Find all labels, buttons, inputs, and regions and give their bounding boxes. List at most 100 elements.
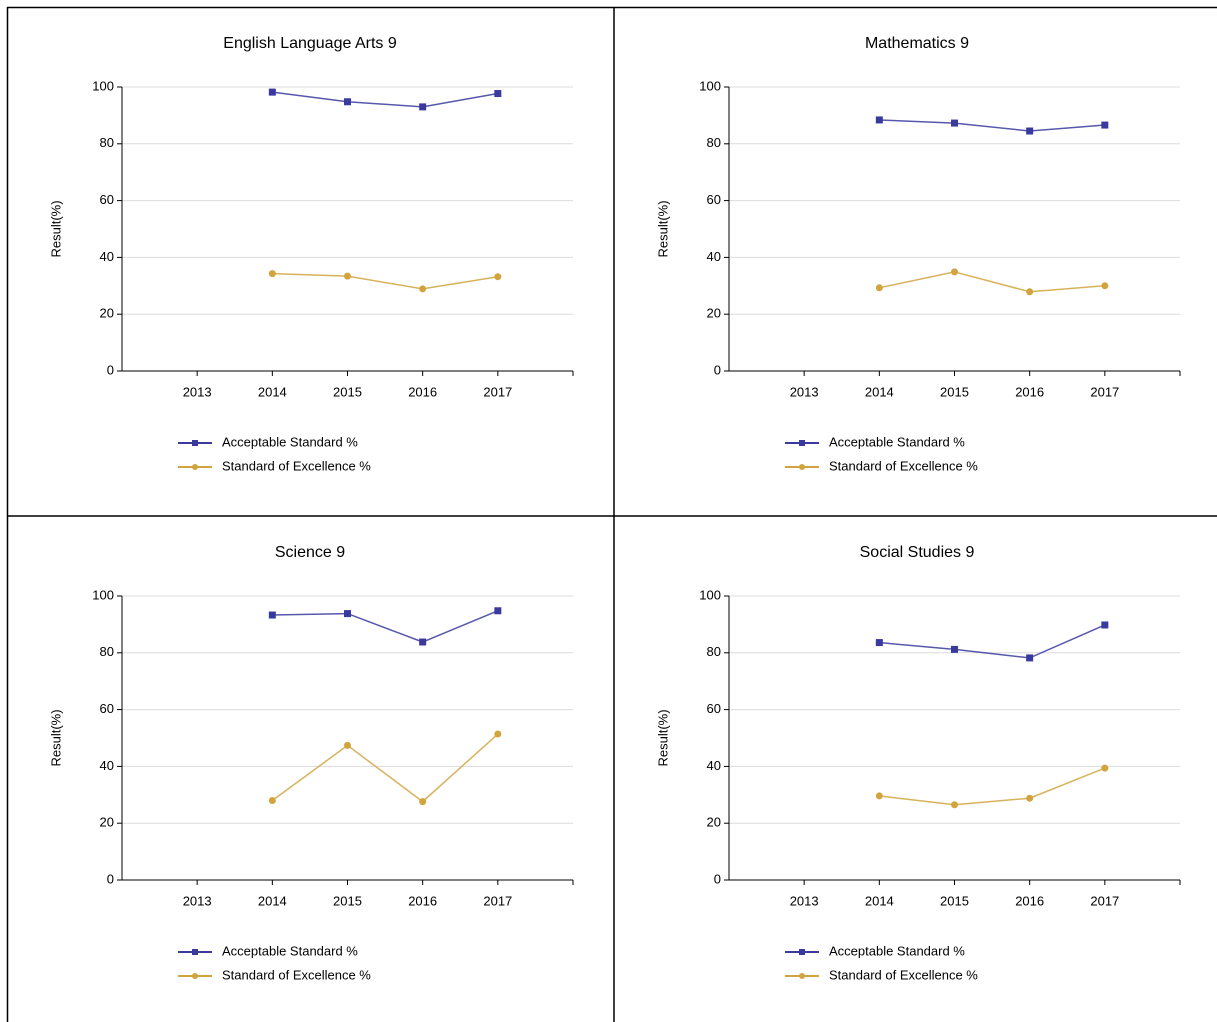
legend-label: Standard of Excellence %: [222, 967, 371, 982]
x-tick-label: 2014: [865, 893, 894, 908]
legend-marker: [799, 464, 805, 470]
data-point: [268, 611, 276, 619]
x-tick-label: 2013: [183, 384, 212, 399]
y-tick-label: 20: [100, 306, 114, 321]
x-tick-label: 2016: [1015, 893, 1044, 908]
y-tick-label: 80: [707, 644, 721, 659]
x-tick-label: 2016: [1015, 384, 1044, 399]
legend-label: Acceptable Standard %: [829, 434, 965, 449]
series-line: [879, 624, 1106, 659]
x-tick-label: 2015: [333, 384, 362, 399]
legend-marker: [799, 973, 805, 979]
data-point: [419, 638, 427, 646]
y-tick-label: 20: [707, 306, 721, 321]
legend-marker: [192, 464, 198, 470]
series-line: [879, 271, 1105, 293]
y-tick-label: 40: [707, 758, 721, 773]
data-point: [875, 284, 883, 292]
legend-label: Standard of Excellence %: [829, 967, 978, 982]
y-axis-label: Result(%): [48, 200, 63, 257]
legend-label: Acceptable Standard %: [222, 943, 358, 958]
y-tick-label: 0: [107, 871, 114, 886]
data-point: [1101, 282, 1109, 290]
data-point: [1026, 794, 1034, 802]
data-point: [344, 98, 351, 106]
y-tick-label: 0: [714, 871, 721, 886]
data-point: [419, 103, 427, 111]
y-tick-label: 40: [707, 249, 721, 264]
x-tick-label: 2014: [865, 384, 894, 399]
legend-marker: [192, 949, 198, 955]
y-tick-label: 80: [100, 135, 114, 150]
data-point: [344, 610, 351, 618]
y-axis-label: Result(%): [655, 200, 670, 257]
legend-label: Standard of Excellence %: [222, 458, 371, 473]
legend-label: Acceptable Standard %: [829, 943, 965, 958]
data-point: [268, 270, 276, 278]
y-tick-label: 100: [699, 587, 721, 602]
x-tick-label: 2013: [790, 384, 819, 399]
series-line: [271, 733, 499, 803]
data-point: [494, 90, 502, 98]
x-tick-label: 2016: [408, 893, 437, 908]
data-point: [1026, 654, 1034, 662]
data-point: [344, 741, 351, 749]
x-tick-label: 2015: [940, 893, 969, 908]
data-point: [419, 285, 427, 293]
y-tick-label: 80: [707, 135, 721, 150]
legend-marker: [799, 440, 805, 446]
series-line: [879, 119, 1105, 132]
data-point: [344, 272, 351, 280]
legend-marker: [192, 440, 198, 446]
y-axis-label: Result(%): [48, 709, 63, 766]
series-line: [272, 272, 498, 290]
x-tick-label: 2015: [333, 893, 362, 908]
chart-title: Social Studies 9: [860, 544, 975, 561]
chart-title: English Language Arts 9: [223, 35, 397, 52]
data-point: [1026, 288, 1034, 296]
x-tick-label: 2017: [1090, 384, 1119, 399]
series-line: [272, 91, 498, 108]
data-point: [494, 730, 502, 738]
data-point: [951, 801, 958, 809]
x-tick-label: 2013: [790, 893, 819, 908]
x-tick-label: 2013: [183, 893, 212, 908]
chart-title: Mathematics 9: [865, 35, 969, 52]
series-line: [879, 767, 1106, 806]
y-tick-label: 40: [100, 758, 114, 773]
data-point: [875, 792, 883, 800]
legend-marker: [799, 949, 805, 955]
x-tick-label: 2017: [1090, 893, 1119, 908]
data-point: [1101, 621, 1109, 629]
y-tick-label: 80: [100, 644, 114, 659]
y-tick-label: 100: [92, 78, 114, 93]
y-tick-label: 20: [707, 815, 721, 830]
legend-label: Acceptable Standard %: [222, 434, 358, 449]
data-point: [951, 645, 958, 653]
legend-label: Standard of Excellence %: [829, 458, 978, 473]
data-point: [494, 273, 502, 281]
y-tick-label: 100: [92, 587, 114, 602]
y-tick-label: 100: [699, 78, 721, 93]
y-tick-label: 0: [107, 362, 114, 377]
data-point: [1101, 121, 1109, 129]
x-tick-label: 2014: [258, 384, 287, 399]
x-tick-label: 2017: [483, 384, 512, 399]
data-point: [875, 639, 883, 647]
x-tick-label: 2014: [258, 893, 287, 908]
data-point: [1101, 764, 1109, 772]
data-point: [419, 798, 427, 806]
data-point: [951, 119, 958, 127]
data-point: [1026, 127, 1034, 135]
x-tick-label: 2016: [408, 384, 437, 399]
y-tick-label: 40: [100, 249, 114, 264]
y-tick-label: 60: [707, 192, 721, 207]
data-point: [268, 796, 276, 804]
data-point: [494, 607, 502, 615]
x-tick-label: 2015: [940, 384, 969, 399]
data-point: [268, 88, 276, 96]
y-tick-label: 60: [707, 701, 721, 716]
